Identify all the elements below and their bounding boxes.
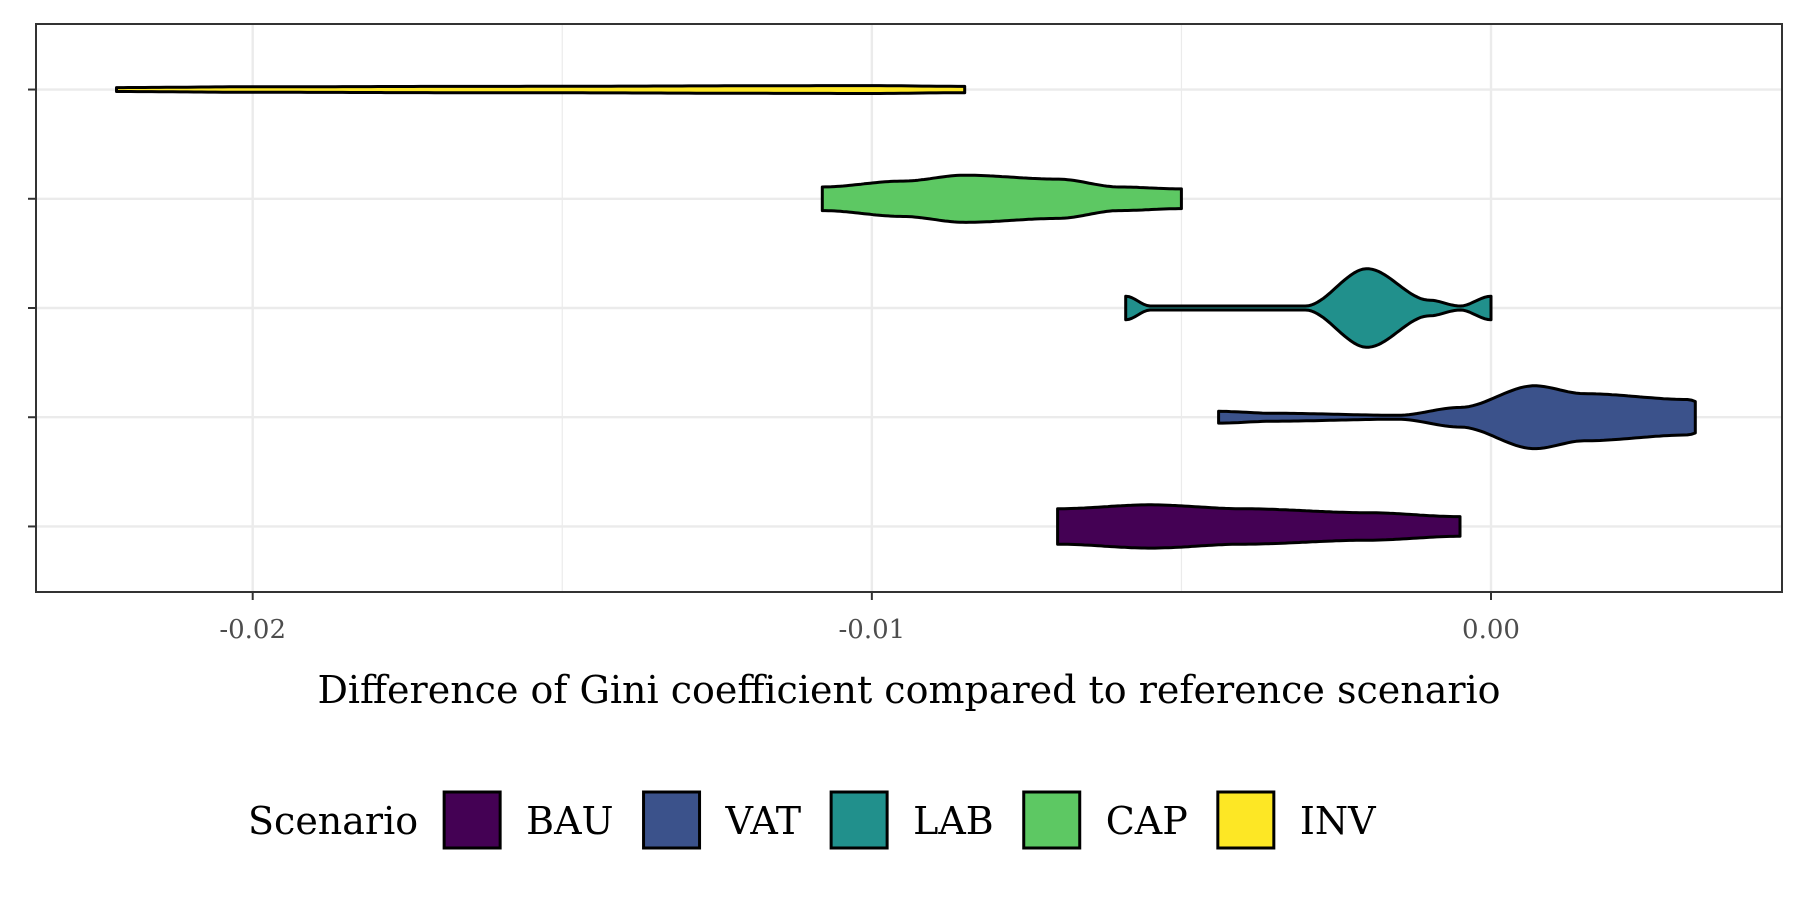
x-tick-label: 0.00 xyxy=(1462,615,1520,645)
legend-label-inv: INV xyxy=(1300,799,1376,843)
legend-label-cap: CAP xyxy=(1106,799,1188,843)
legend-key-lab xyxy=(829,790,889,850)
legend-label-bau: BAU xyxy=(526,799,613,843)
x-tick-label: -0.02 xyxy=(219,615,286,645)
legend-key-vat xyxy=(642,790,702,850)
x-axis-ticks: -0.02 -0.01 0.00 xyxy=(28,88,1520,645)
x-axis-title: Difference of Gini coefficient compared … xyxy=(317,668,1500,712)
legend-label-vat: VAT xyxy=(725,799,802,843)
legend-key-bau xyxy=(442,790,502,850)
legend-title: Scenario xyxy=(248,799,418,843)
violins xyxy=(115,84,1697,550)
legend-items: BAU VAT LAB CAP INV xyxy=(442,790,1376,850)
violin-cap xyxy=(820,173,1183,224)
legend-key-inv xyxy=(1216,790,1276,850)
legend: Scenario BAU VAT LAB CAP INV xyxy=(248,790,1376,850)
grid-major xyxy=(36,24,1782,592)
violin-inv xyxy=(115,84,967,95)
violin-bau xyxy=(1056,503,1462,550)
x-tick-label: -0.01 xyxy=(839,615,906,645)
legend-key-cap xyxy=(1022,790,1082,850)
violin-lab xyxy=(1124,267,1493,349)
legend-label-lab: LAB xyxy=(913,799,994,843)
violin-vat xyxy=(1217,384,1697,451)
